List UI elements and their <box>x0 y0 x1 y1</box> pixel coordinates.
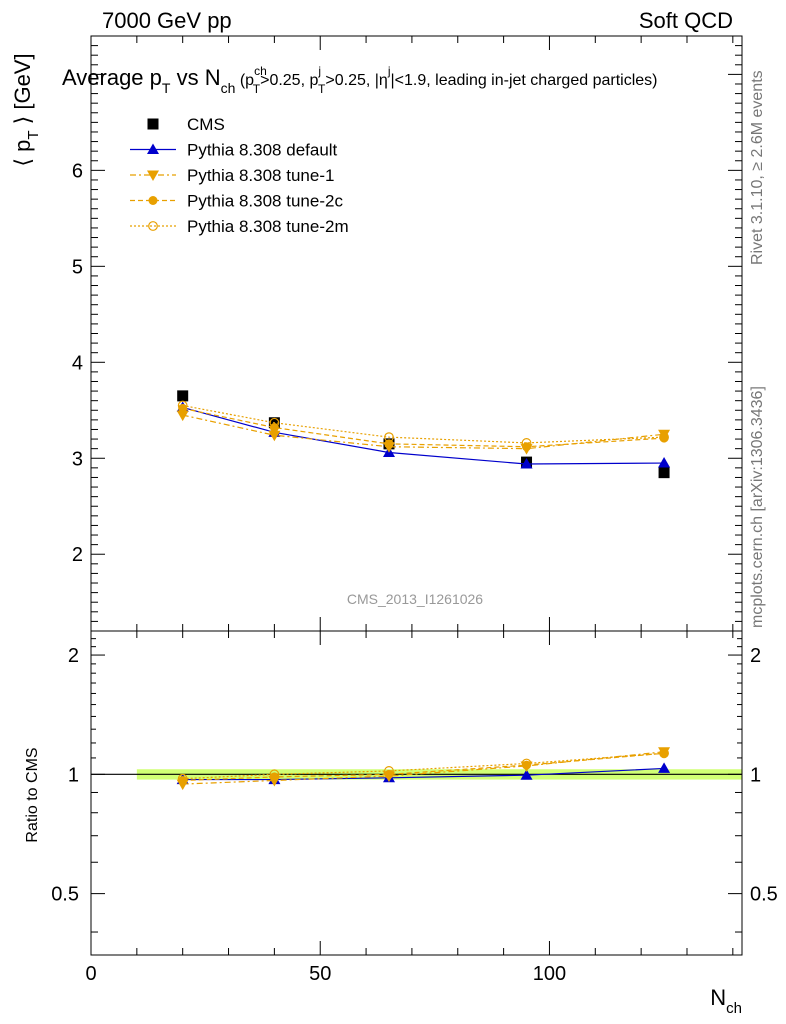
legend-marker <box>147 170 159 181</box>
ratio-data-point <box>659 748 669 759</box>
y-tick-label-right: 2 <box>750 645 761 667</box>
legend: CMS Pythia 8.308 default Pythia 8.308 tune… <box>130 115 349 236</box>
series-line <box>182 406 665 465</box>
rivet-version-label: Rivet 3.1.10, ≥ 2.6M events <box>749 70 766 265</box>
y-tick-label: 6 <box>72 160 83 182</box>
ratio-data-point <box>658 762 671 773</box>
ratio-data-point <box>521 758 532 769</box>
y-tick-label: 1 <box>68 764 79 786</box>
ratio-y-axis-label: Ratio to CMS <box>24 747 41 842</box>
ratio-series-line <box>182 752 665 780</box>
analysis-watermark: CMS_2013_I1261026 <box>347 591 483 607</box>
y-tick-label-right: 1 <box>750 764 761 786</box>
x-tick-label: 50 <box>309 963 331 985</box>
data-point <box>658 457 671 468</box>
x-axis-label: Nch <box>710 985 742 1017</box>
y-tick-label: 5 <box>72 256 83 278</box>
data-point <box>176 410 189 422</box>
ratio-data-point <box>659 748 669 758</box>
y-tick-label: 2 <box>68 645 79 667</box>
legend-marker <box>148 221 158 231</box>
ratio-data-point <box>177 773 188 784</box>
y-tick-label: 3 <box>72 448 83 470</box>
data-point <box>269 417 280 428</box>
data-point <box>178 403 188 413</box>
data-point <box>268 430 281 442</box>
data-point <box>384 432 394 443</box>
ratio-data-point <box>269 769 280 780</box>
header-energy-label: 7000 GeV pp <box>102 8 232 33</box>
ratio-data-point <box>520 769 533 780</box>
legend-label: Pythia 8.308 default <box>187 141 338 160</box>
legend-marker <box>148 196 158 205</box>
legend-label: CMS <box>187 115 225 134</box>
main-y-axis-label: ⟨ pT ⟩ [GeV] <box>10 53 42 166</box>
y-tick-label-right: 0.5 <box>750 884 778 906</box>
data-point <box>520 458 533 469</box>
data-point <box>658 467 670 479</box>
data-point <box>177 390 189 402</box>
ratio-plot-frame <box>90 630 743 956</box>
legend-marker <box>147 143 159 154</box>
chart-title: Average pT vs Nch (pch T>0.25, pj T>0.25, … <box>62 64 657 96</box>
ratio-panel: 0 50 100 0.5 0.5 1 1 2 2 <box>51 630 778 985</box>
data-point <box>521 438 532 448</box>
data-point <box>659 432 669 443</box>
x-tick-label: 0 <box>85 963 96 985</box>
series-line <box>182 414 665 450</box>
y-tick-label: 2 <box>72 544 83 566</box>
mcplots-label: mcplots.cern.ch [arXiv:1306.3436] <box>749 386 766 628</box>
legend-marker <box>147 118 159 130</box>
y-tick-label: 4 <box>72 352 83 374</box>
ratio-data-point <box>384 769 394 779</box>
x-tick-label: 100 <box>533 963 566 985</box>
ratio-data-point <box>178 775 188 785</box>
ratio-data-point <box>384 766 394 776</box>
main-panel: 2 3 4 5 6 <box>72 35 743 632</box>
series-line <box>182 404 665 444</box>
data-point <box>177 400 188 411</box>
y-tick-label: 0.5 <box>51 884 79 906</box>
header-category-label: Soft QCD <box>639 8 733 33</box>
legend-label: Pythia 8.308 tune-2m <box>187 217 349 236</box>
legend-label: Pythia 8.308 tune-2c <box>187 192 343 211</box>
data-point <box>384 439 394 449</box>
legend-label: Pythia 8.308 tune-1 <box>187 166 334 185</box>
